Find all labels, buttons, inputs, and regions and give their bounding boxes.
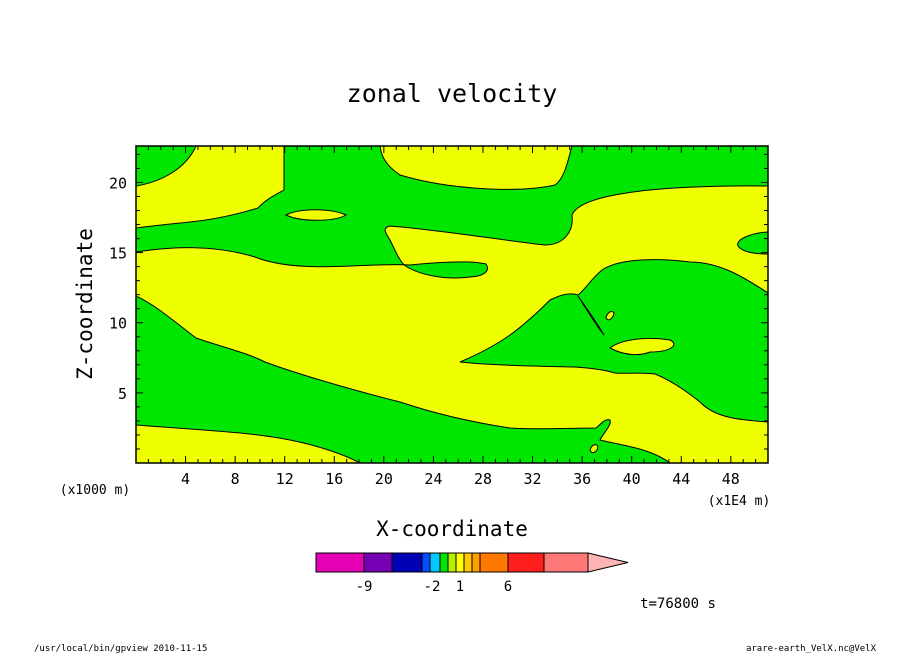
colorbar-label: -9 xyxy=(356,579,373,595)
positive-blob-mid-right xyxy=(609,337,675,356)
colorbar-label: -2 xyxy=(424,579,441,595)
positive-sliver-mid-right xyxy=(577,295,605,336)
plot-frame xyxy=(135,145,769,464)
colorbar-segment xyxy=(421,552,431,573)
colorbar-segment xyxy=(471,552,481,573)
colorbar-segment xyxy=(463,552,473,573)
y-tick-label: 20 xyxy=(109,174,127,192)
y-tick-label: 10 xyxy=(109,315,127,333)
x-tick-label: 12 xyxy=(276,470,294,488)
x-tick-label: 4 xyxy=(181,470,190,488)
x-tick-label: 36 xyxy=(573,470,591,488)
x-axis-ticks: 4 8 12 16 20 24 28 32 36 40 44 48 xyxy=(147,146,769,488)
colorbar-segment xyxy=(439,552,449,573)
colorbar-segment xyxy=(507,552,545,573)
negative-region-lower-band xyxy=(136,295,671,463)
y-axis-ticks: 5 10 15 20 xyxy=(109,153,768,450)
y-tick-label: 15 xyxy=(109,245,127,263)
negative-blob-right-edge xyxy=(737,231,768,255)
x-tick-label: 8 xyxy=(231,470,240,488)
colorbar-segment xyxy=(429,552,441,573)
positive-dot-mid-right xyxy=(605,311,615,321)
x-tick-label: 20 xyxy=(375,470,393,488)
colorbar-segment xyxy=(543,552,589,573)
x-tick-label: 44 xyxy=(672,470,690,488)
negative-region-top-left xyxy=(136,146,197,187)
colorbar-segment xyxy=(455,552,465,573)
colorbar-segment xyxy=(391,552,423,573)
x-tick-label: 16 xyxy=(325,470,343,488)
colorbar-label: 1 xyxy=(456,579,464,595)
x-tick-label: 48 xyxy=(722,470,740,488)
footer-right: arare-earth_VelX.nc@VelX xyxy=(746,644,877,654)
x-axis-label: X-coordinate xyxy=(376,517,528,541)
positive-blob-upper xyxy=(284,209,348,221)
colorbar-extend-arrow xyxy=(587,552,629,573)
y-tick-label: 5 xyxy=(118,385,127,403)
x-tick-label: 28 xyxy=(474,470,492,488)
colorbar-segment xyxy=(363,552,393,573)
x-unit-left: (x1000 m) xyxy=(60,483,130,498)
time-label: t=76800 s xyxy=(640,596,716,612)
colorbar-labels: -9 -2 1 6 xyxy=(356,579,513,595)
contour-plot xyxy=(136,146,768,463)
colorbar-segment xyxy=(447,552,457,573)
x-tick-label: 32 xyxy=(524,470,542,488)
x-tick-label: 24 xyxy=(424,470,442,488)
positive-dot-lower xyxy=(589,444,599,454)
colorbar xyxy=(315,552,629,573)
negative-region-upper-band xyxy=(136,146,768,279)
chart-title: zonal velocity xyxy=(347,79,558,108)
colorbar-label: 6 xyxy=(504,579,512,595)
y-axis-label: Z-coordinate xyxy=(73,228,97,380)
colorbar-segment xyxy=(479,552,509,573)
x-tick-label: 40 xyxy=(623,470,641,488)
footer-left: /usr/local/bin/gpview 2010-11-15 xyxy=(34,644,207,654)
x-unit-right: (x1E4 m) xyxy=(708,494,771,509)
colorbar-segment xyxy=(315,552,365,573)
